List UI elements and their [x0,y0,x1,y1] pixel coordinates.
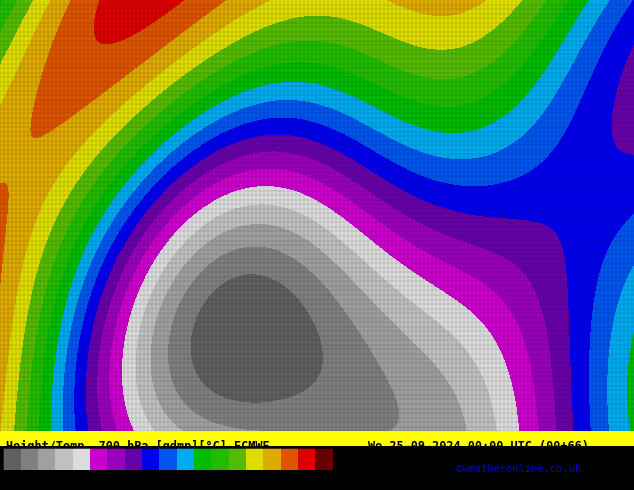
Bar [0,431,634,446]
Text: Height/Temp. 700 hPa [gdmp][°C] ECMWF: Height/Temp. 700 hPa [gdmp][°C] ECMWF [6,440,270,453]
Text: ©weatheronline.co.uk: ©weatheronline.co.uk [456,465,581,474]
Text: We 25-09-2024 00:00 UTC (00+66): We 25-09-2024 00:00 UTC (00+66) [368,440,588,453]
